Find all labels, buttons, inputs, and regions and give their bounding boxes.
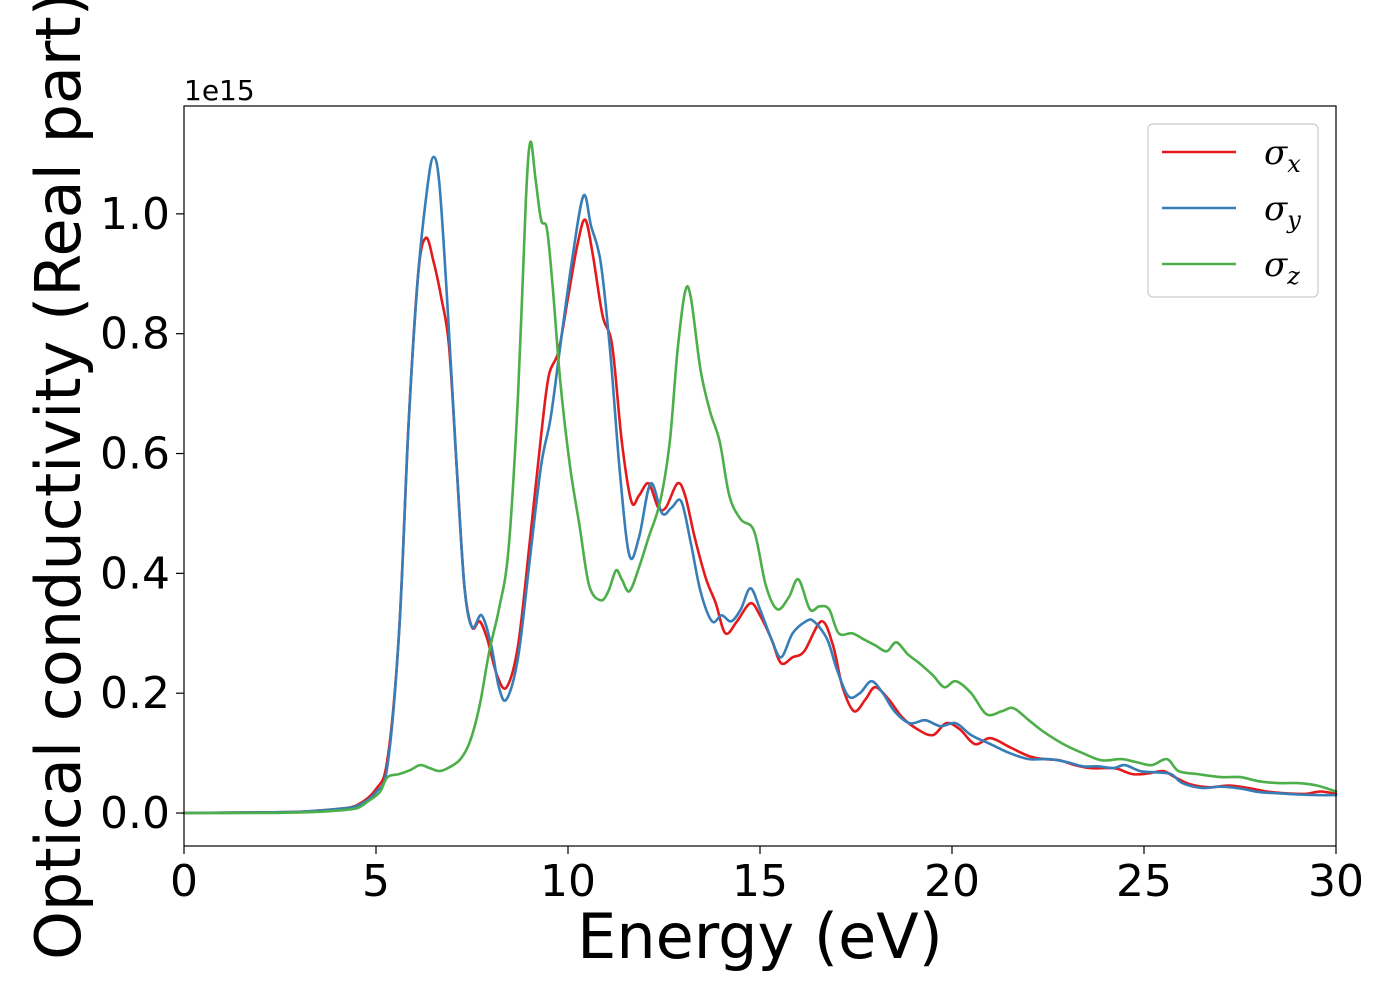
y-axis-title: Optical conductivity (Real part)	[22, 0, 95, 960]
series-line-sigma-y	[182, 155, 1338, 815]
series-layer	[182, 140, 1338, 815]
y-tick-label: 0.4	[100, 548, 170, 599]
x-tick-label: 0	[170, 856, 198, 907]
legend-label-sigma-x: σx	[1264, 133, 1301, 178]
x-tick-label: 30	[1308, 856, 1364, 907]
x-axis: 0 5 10 15 20 25 30	[170, 846, 1364, 907]
legend-label-sigma-z: σz	[1264, 245, 1300, 290]
x-tick-label: 25	[1116, 856, 1172, 907]
series-line-sigma-z	[182, 140, 1338, 815]
legend: σx σy σz	[1147, 123, 1319, 298]
y-tick-label: 1.0	[100, 189, 170, 240]
y-tick-label: 0.6	[100, 429, 170, 480]
y-tick-label: 0.8	[100, 309, 170, 360]
x-tick-label: 10	[540, 856, 596, 907]
x-tick-label: 15	[732, 856, 788, 907]
x-tick-label: 5	[362, 856, 390, 907]
series-line-sigma-x	[182, 218, 1338, 815]
y-axis: 0.0 0.2 0.4 0.6 0.8 1.0	[100, 189, 184, 839]
legend-label-sigma-y: σy	[1264, 189, 1301, 234]
y-tick-label: 0.2	[100, 668, 170, 719]
y-offset-label: 1e15	[184, 74, 255, 107]
x-axis-title: Energy (eV)	[577, 900, 943, 973]
y-tick-label: 0.0	[100, 788, 170, 839]
legend-box	[1147, 123, 1319, 298]
x-tick-label: 20	[924, 856, 980, 907]
